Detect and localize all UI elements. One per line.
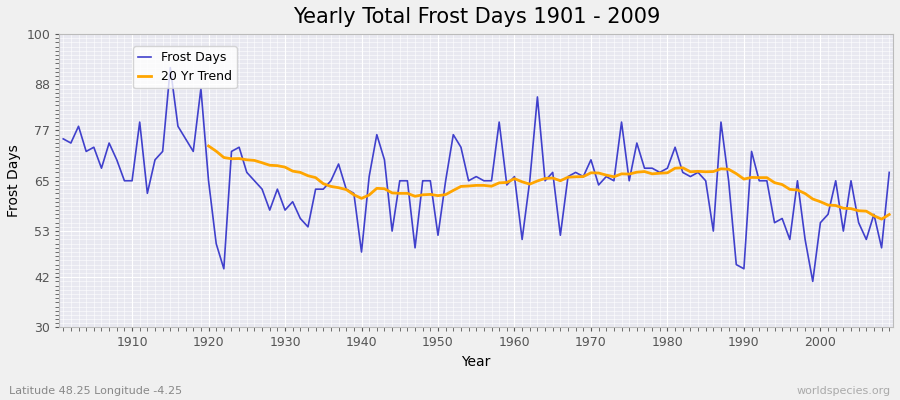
20 Yr Trend <box>877 217 887 222</box>
Text: Latitude 48.25 Longitude -4.25: Latitude 48.25 Longitude -4.25 <box>9 386 182 396</box>
20 Yr Trend <box>678 165 688 170</box>
Frost Days <box>341 187 352 192</box>
20 Yr Trend <box>884 212 895 217</box>
Line: Frost Days: Frost Days <box>63 68 889 281</box>
Title: Yearly Total Frost Days 1901 - 2009: Yearly Total Frost Days 1901 - 2009 <box>292 7 660 27</box>
20 Yr Trend <box>785 187 796 192</box>
Frost Days <box>517 237 527 242</box>
20 Yr Trend <box>203 144 214 148</box>
Frost Days <box>807 279 818 284</box>
Frost Days <box>509 174 520 179</box>
20 Yr Trend <box>853 208 864 213</box>
Line: 20 Yr Trend: 20 Yr Trend <box>209 146 889 219</box>
Frost Days <box>608 178 619 183</box>
20 Yr Trend <box>770 180 780 185</box>
Y-axis label: Frost Days: Frost Days <box>7 144 21 217</box>
Frost Days <box>884 170 895 175</box>
Legend: Frost Days, 20 Yr Trend: Frost Days, 20 Yr Trend <box>133 46 237 88</box>
Text: worldspecies.org: worldspecies.org <box>796 386 891 396</box>
Frost Days <box>295 216 306 221</box>
20 Yr Trend <box>410 194 420 199</box>
Frost Days <box>119 178 130 183</box>
20 Yr Trend <box>295 170 306 175</box>
X-axis label: Year: Year <box>462 355 490 369</box>
Frost Days <box>165 65 176 70</box>
Frost Days <box>58 136 68 141</box>
